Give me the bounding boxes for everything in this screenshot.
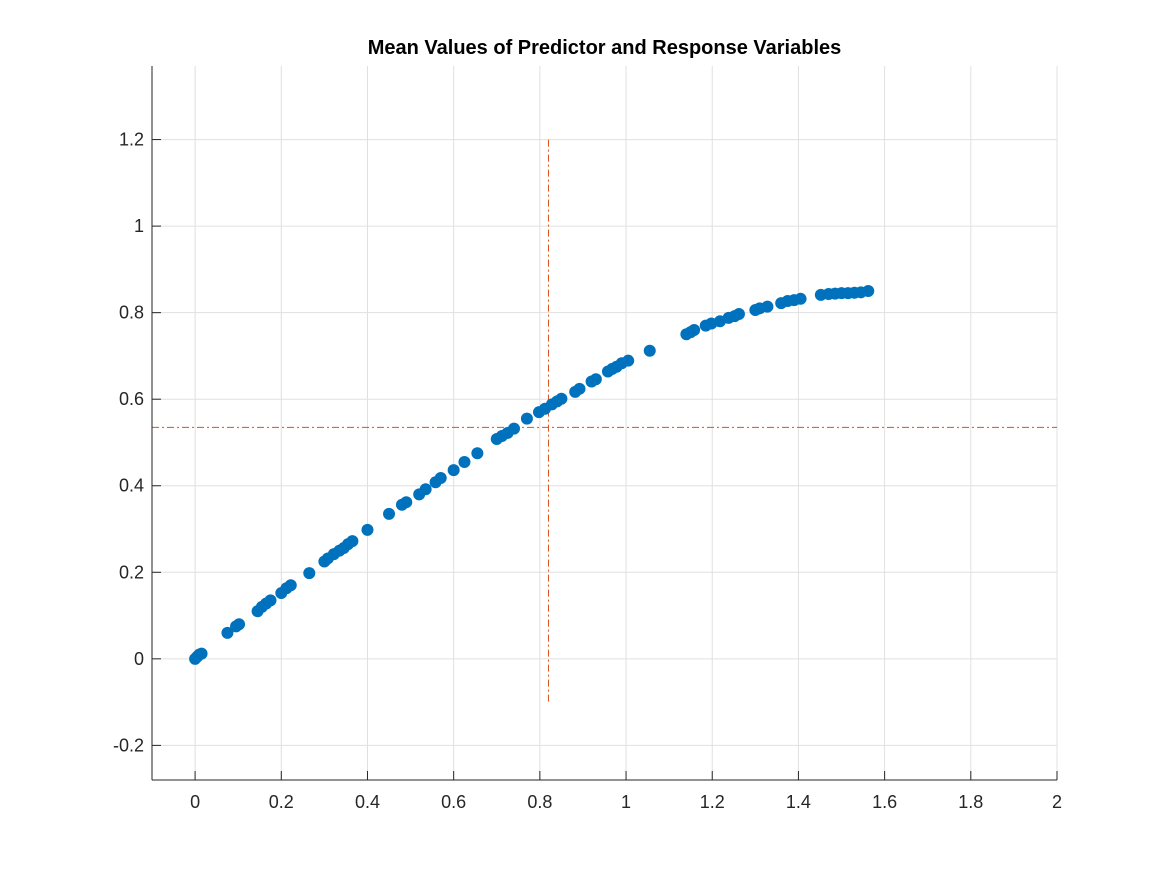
data-point: [471, 447, 484, 460]
axes: [151, 66, 1058, 781]
x-tick-label: 0.4: [355, 792, 380, 812]
x-tick-label: 2: [1052, 792, 1062, 812]
data-point: [264, 594, 277, 607]
data-point: [419, 483, 432, 496]
x-tick-label: 1: [621, 792, 631, 812]
data-point: [458, 455, 471, 468]
x-tick-label: 1.8: [958, 792, 983, 812]
x-tick-label: 0: [190, 792, 200, 812]
data-point: [761, 300, 774, 313]
y-tick-label: 0.6: [119, 389, 144, 409]
data-point: [643, 344, 656, 357]
data-point: [361, 523, 374, 536]
data-point: [794, 292, 807, 305]
data-point: [434, 471, 447, 484]
grid: [152, 66, 1058, 780]
reference-lines: [152, 139, 1057, 703]
y-tick-label: 0.2: [119, 562, 144, 582]
x-tick-label: 0.8: [527, 792, 552, 812]
data-points: [189, 285, 875, 665]
x-tick-label: 1.6: [872, 792, 897, 812]
tick-labels: 0 0.2 0.4 0.6 0.8 1 1.2 1.4 1.6 1.8 2 -0.2 0 0.2 0.4 0.…: [113, 130, 1062, 812]
data-point: [573, 382, 586, 395]
data-point: [400, 496, 413, 509]
x-tick-label: 1.4: [786, 792, 811, 812]
x-tick-label: 0.6: [441, 792, 466, 812]
data-point: [383, 507, 396, 520]
data-point: [303, 567, 316, 580]
data-point: [688, 323, 701, 336]
data-point: [589, 373, 602, 386]
y-tick-label: 1.2: [119, 130, 144, 150]
data-point: [284, 579, 297, 592]
y-tick-label: 1: [134, 216, 144, 236]
data-point: [862, 285, 875, 298]
x-tick-label: 1.2: [700, 792, 725, 812]
data-point: [520, 412, 533, 425]
data-point: [732, 307, 745, 320]
y-tick-label: -0.2: [113, 735, 144, 755]
data-point: [555, 392, 568, 405]
y-tick-label: 0.4: [119, 476, 144, 496]
x-tick-label: 0.2: [269, 792, 294, 812]
y-tick-label: 0.8: [119, 303, 144, 323]
data-point: [508, 422, 520, 435]
data-point: [195, 647, 208, 660]
data-point: [447, 464, 460, 477]
data-point: [233, 618, 246, 631]
data-point: [221, 626, 234, 639]
y-tick-label: 0: [134, 649, 144, 669]
chart-title: Mean Values of Predictor and Response Va…: [367, 37, 842, 59]
data-point: [622, 354, 635, 367]
data-point: [346, 535, 359, 548]
